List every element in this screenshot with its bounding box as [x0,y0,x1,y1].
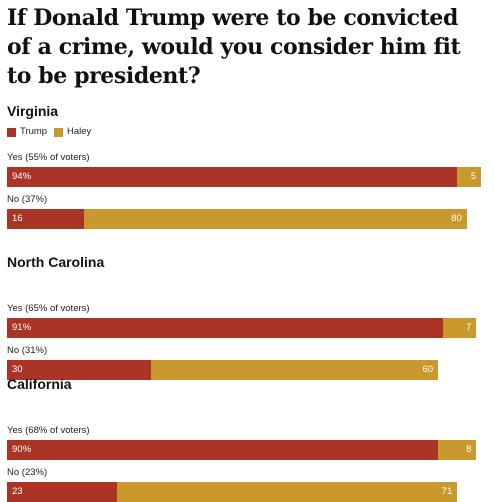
row-label: No (31%) [7,345,48,356]
bar-trump [7,167,458,187]
chart-title: If Donald Trump were to be convicted of … [7,5,461,89]
bar-trump [7,482,118,502]
legend-swatch [7,128,16,137]
data-label: 90% [12,444,32,455]
data-label: 71 [441,486,453,497]
row-label: Yes (55% of voters) [7,152,90,163]
bar-trump [7,318,443,338]
row-label: Yes (68% of voters) [7,425,90,436]
bar-trump [7,209,84,229]
bar-haley [442,318,477,338]
bar-haley [150,360,439,380]
bar-trump [7,440,439,460]
legend-label: Trump [20,126,48,137]
data-label: 23 [12,486,23,497]
bar-trump [7,360,151,380]
data-label: 94% [12,171,32,182]
panel-title: North Carolina [7,254,105,270]
data-label: 80 [451,213,462,224]
data-label: 8 [466,444,472,455]
data-label: 7 [466,322,472,333]
row-label: No (37%) [7,194,48,205]
row-label: Yes (65% of voters) [7,303,90,314]
bar-haley [83,209,467,229]
bar-haley [117,482,458,502]
panel-title: California [7,376,72,392]
data-label: 5 [470,171,477,182]
row-label: No (23%) [7,467,48,478]
data-label: 60 [422,364,434,375]
bar-haley [438,440,477,460]
bar-haley [457,167,482,187]
data-label: 30 [12,364,23,375]
panel-title: Virginia [7,103,59,119]
data-label: 16 [12,213,23,224]
legend-swatch [54,128,63,137]
legend-label: Haley [67,126,92,137]
data-label: 91% [12,322,32,333]
